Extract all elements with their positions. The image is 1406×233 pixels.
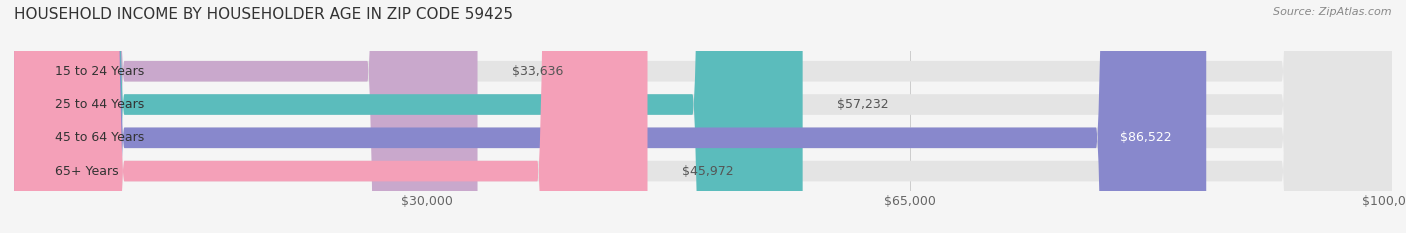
FancyBboxPatch shape <box>14 0 803 233</box>
Text: 65+ Years: 65+ Years <box>55 164 120 178</box>
FancyBboxPatch shape <box>14 0 1392 233</box>
FancyBboxPatch shape <box>14 0 478 233</box>
FancyBboxPatch shape <box>14 0 1392 233</box>
Text: 45 to 64 Years: 45 to 64 Years <box>55 131 145 144</box>
Text: HOUSEHOLD INCOME BY HOUSEHOLDER AGE IN ZIP CODE 59425: HOUSEHOLD INCOME BY HOUSEHOLDER AGE IN Z… <box>14 7 513 22</box>
Text: $57,232: $57,232 <box>837 98 889 111</box>
Text: 25 to 44 Years: 25 to 44 Years <box>55 98 145 111</box>
FancyBboxPatch shape <box>14 0 1392 233</box>
FancyBboxPatch shape <box>14 0 648 233</box>
Text: $45,972: $45,972 <box>682 164 734 178</box>
Text: $33,636: $33,636 <box>512 65 564 78</box>
FancyBboxPatch shape <box>14 0 1392 233</box>
FancyBboxPatch shape <box>14 0 1206 233</box>
Text: Source: ZipAtlas.com: Source: ZipAtlas.com <box>1274 7 1392 17</box>
Text: $86,522: $86,522 <box>1121 131 1171 144</box>
Text: 15 to 24 Years: 15 to 24 Years <box>55 65 145 78</box>
